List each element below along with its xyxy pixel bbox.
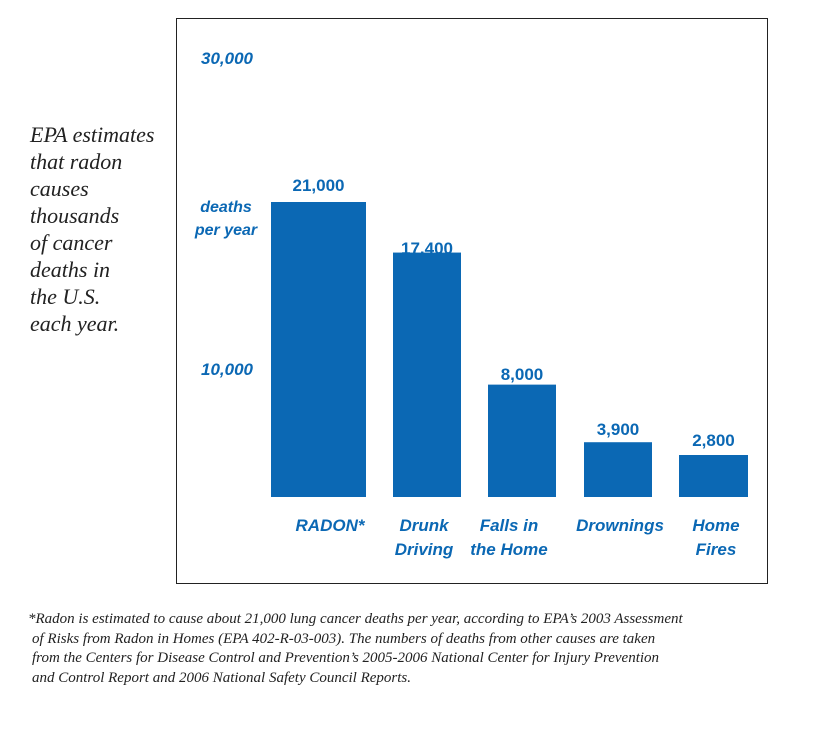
bar [271,202,366,497]
y-axis-label: deaths [200,199,252,216]
bar [393,252,461,497]
side-caption-line: each year. [30,311,120,336]
bar-value-label: 17,400 [401,239,453,258]
side-caption-line: thousands [30,203,120,228]
side-caption-line: the U.S. [30,284,101,309]
category-label: Drownings [576,516,664,535]
side-caption-line: causes [30,176,89,201]
side-caption-line: deaths in [30,257,111,282]
side-caption: EPA estimates that radon causes thousand… [30,121,175,337]
bar-value-label: 3,900 [597,420,640,439]
y-tick-label: 30,000 [201,49,254,68]
category-label: the Home [470,540,547,559]
bar [488,384,556,497]
category-label: Falls in [480,516,539,535]
footnote: *Radon is estimated to cause about 21,00… [28,610,798,688]
footnote-line: of Risks from Radon in Homes (EPA 402-R-… [32,630,656,647]
footnote-line: and Control Report and 2006 National Saf… [32,669,412,686]
category-label: Driving [395,540,454,559]
footnote-line: from the Centers for Disease Control and… [32,650,660,666]
category-label: RADON* [296,516,366,535]
side-caption-line: EPA estimates [30,122,155,147]
bar-value-label: 2,800 [692,431,735,450]
bar-value-label: 8,000 [501,365,544,384]
bar-value-label: 21,000 [293,176,345,195]
bar [584,442,652,497]
category-label: Drunk [399,516,450,535]
side-caption-line: that radon [30,149,123,174]
footnote-line: *Radon is estimated to cause about 21,00… [28,611,683,627]
bar [679,455,748,497]
chart-frame [176,18,768,584]
category-label: Home [692,516,739,535]
side-caption-line: of cancer [30,230,113,255]
category-label: Fires [696,540,737,559]
y-tick-label: 10,000 [201,360,254,379]
bar-chart: 30,000 10,000 deaths per year 21,000 RADON* 17… [194,49,748,559]
y-axis-label: per year [194,222,258,239]
